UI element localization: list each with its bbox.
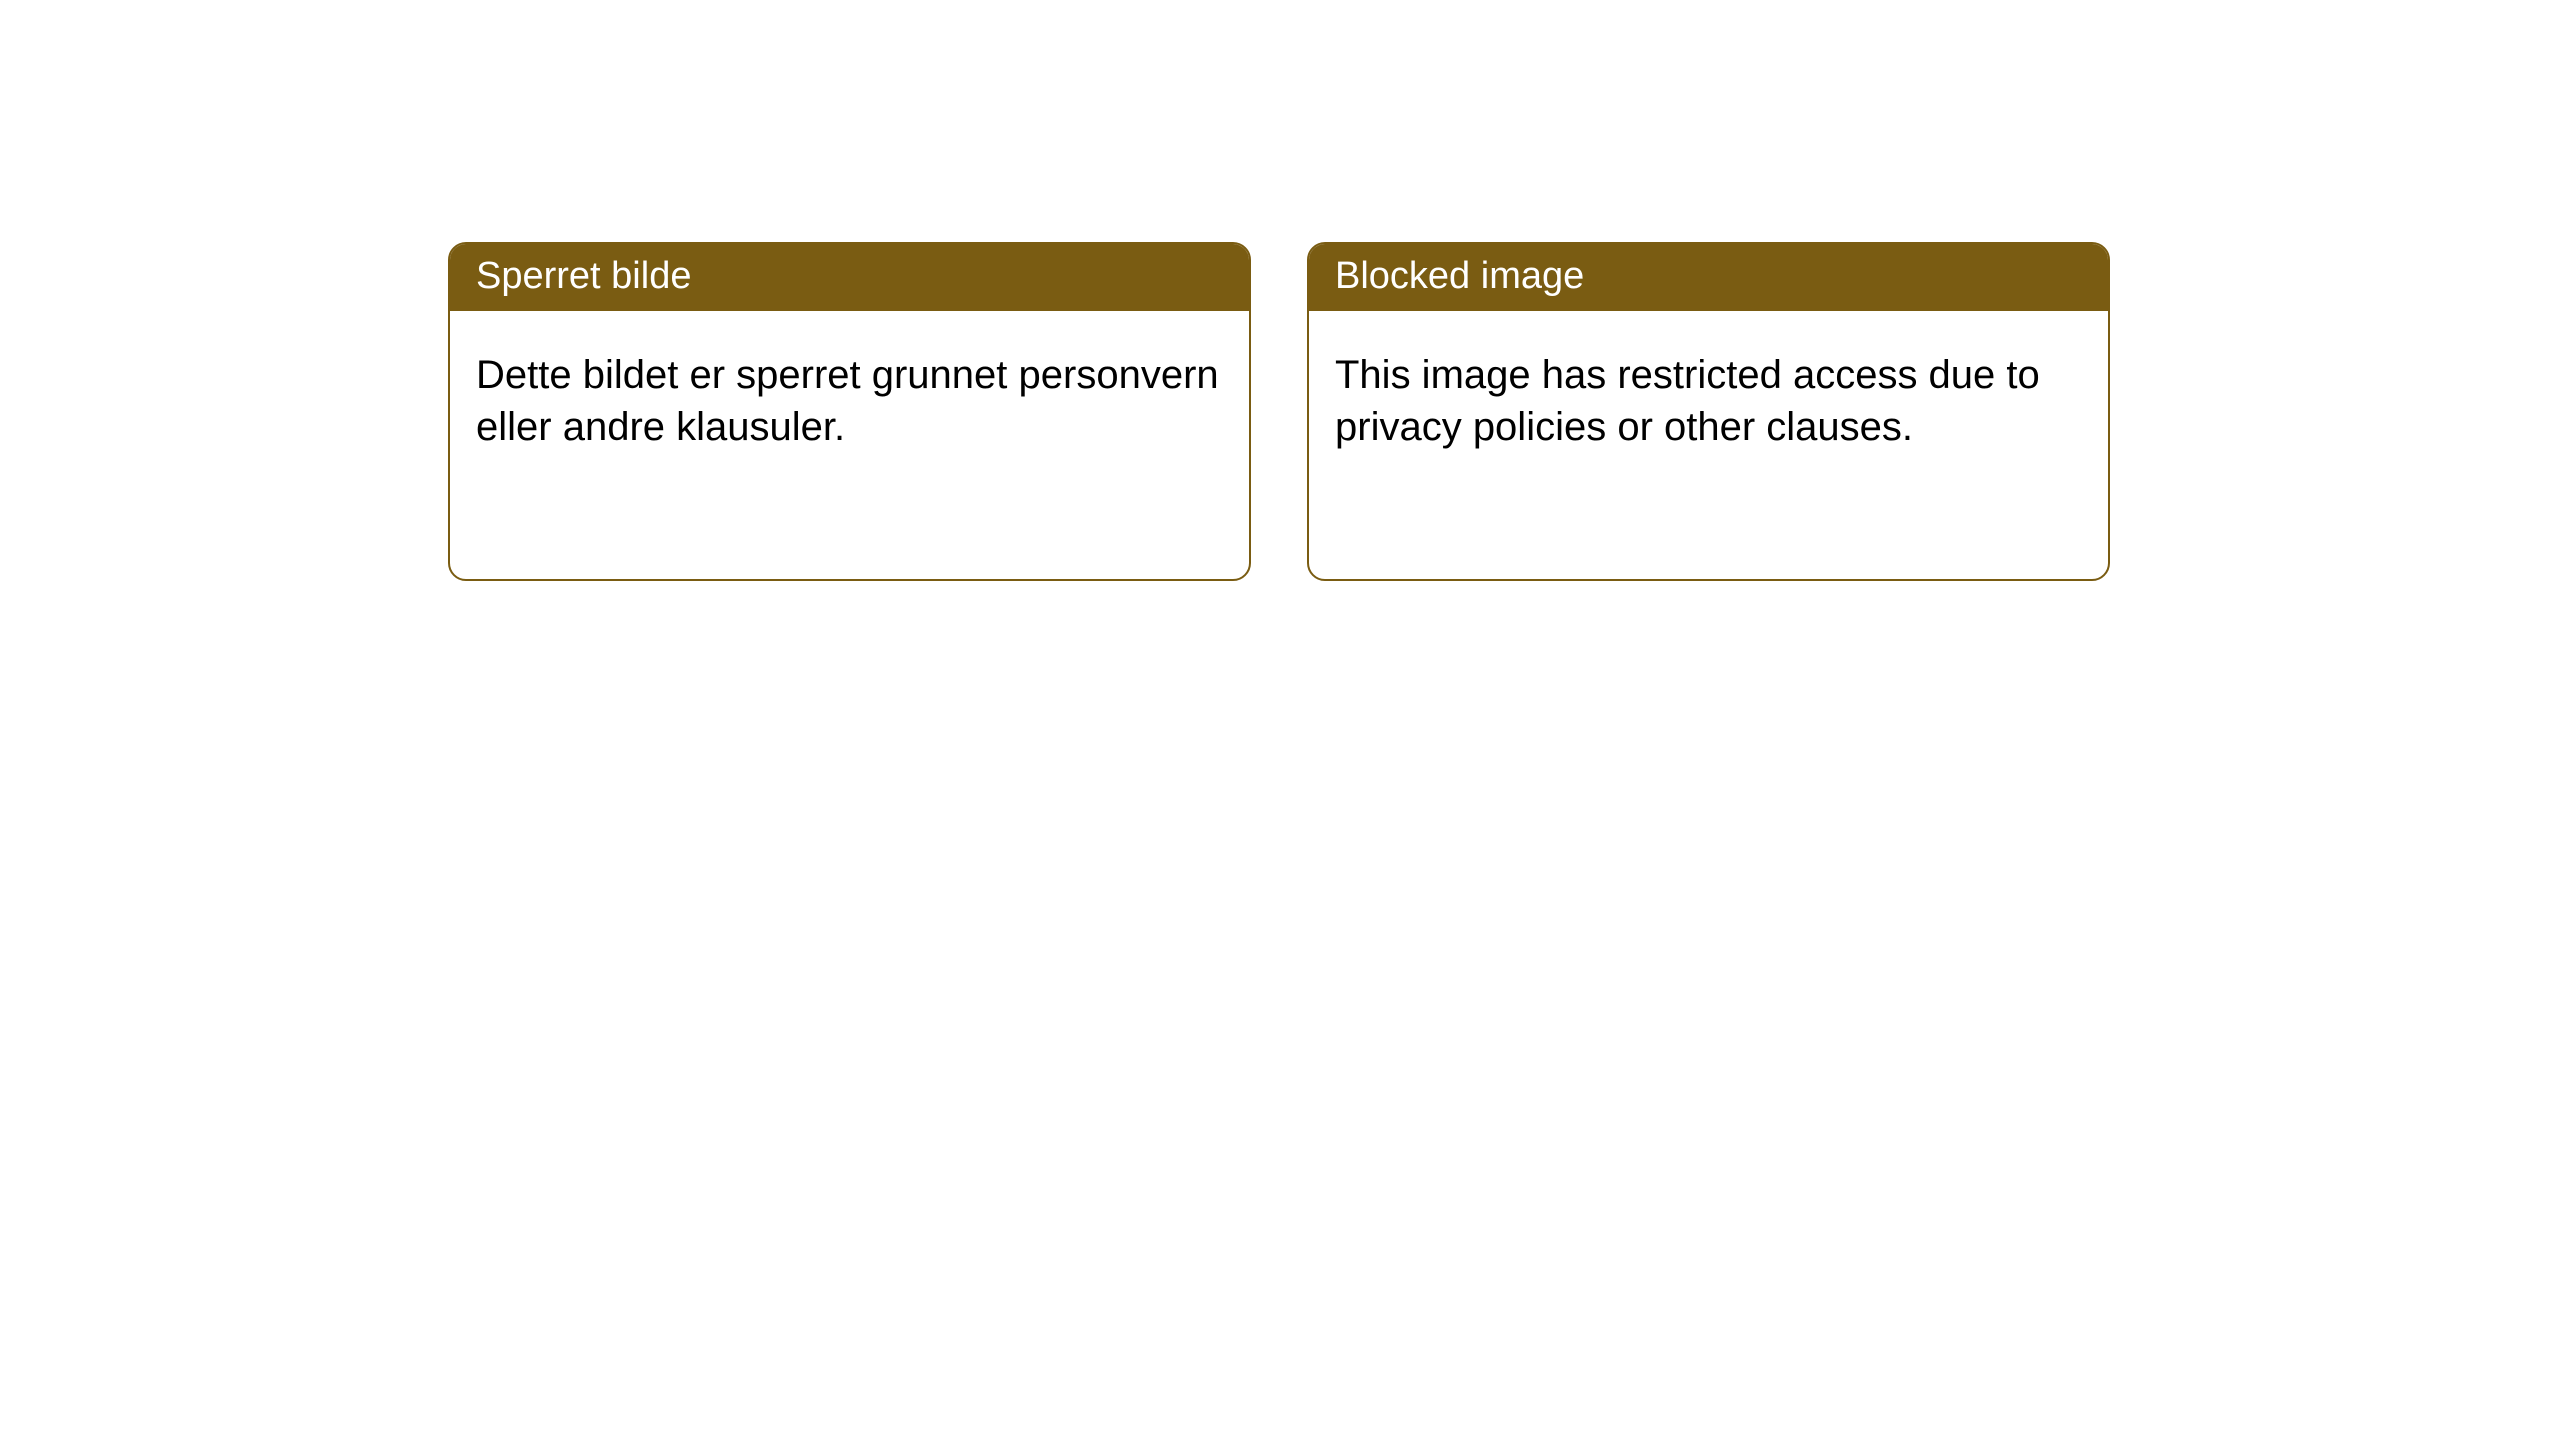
notice-card-english: Blocked image This image has restricted … [1307, 242, 2110, 581]
card-header-norwegian: Sperret bilde [450, 244, 1249, 311]
card-header-english: Blocked image [1309, 244, 2108, 311]
notice-container: Sperret bilde Dette bildet er sperret gr… [0, 0, 2560, 581]
card-body-english: This image has restricted access due to … [1309, 311, 2108, 579]
card-body-norwegian: Dette bildet er sperret grunnet personve… [450, 311, 1249, 579]
notice-card-norwegian: Sperret bilde Dette bildet er sperret gr… [448, 242, 1251, 581]
